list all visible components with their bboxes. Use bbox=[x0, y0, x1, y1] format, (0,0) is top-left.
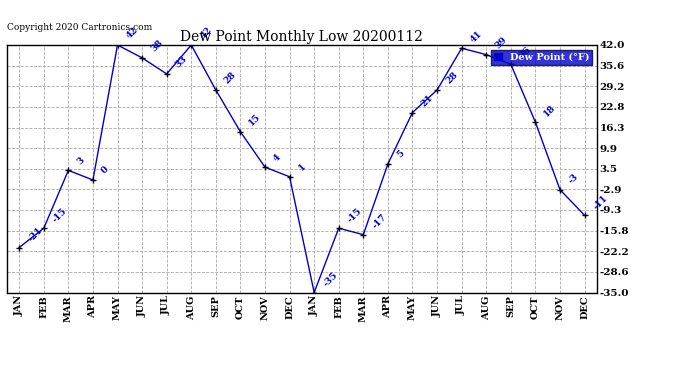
Text: 42: 42 bbox=[124, 26, 139, 41]
Text: Copyright 2020 Cartronics.com: Copyright 2020 Cartronics.com bbox=[7, 22, 152, 32]
Text: 15: 15 bbox=[248, 112, 263, 128]
Text: -11: -11 bbox=[591, 193, 609, 211]
Text: -21: -21 bbox=[26, 225, 44, 243]
Text: 33: 33 bbox=[174, 54, 189, 70]
Text: -35: -35 bbox=[321, 270, 339, 288]
Legend: Dew Point (°F): Dew Point (°F) bbox=[491, 50, 592, 65]
Title: Dew Point Monthly Low 20200112: Dew Point Monthly Low 20200112 bbox=[181, 30, 423, 44]
Text: 4: 4 bbox=[272, 152, 283, 163]
Text: 42: 42 bbox=[198, 26, 213, 41]
Text: 5: 5 bbox=[395, 149, 406, 160]
Text: -15: -15 bbox=[51, 206, 69, 224]
Text: 3: 3 bbox=[75, 155, 86, 166]
Text: 28: 28 bbox=[223, 70, 238, 86]
Text: -15: -15 bbox=[346, 206, 364, 224]
Text: 38: 38 bbox=[149, 38, 164, 54]
Text: 21: 21 bbox=[420, 93, 435, 108]
Text: 41: 41 bbox=[469, 29, 484, 44]
Text: 1: 1 bbox=[297, 162, 308, 172]
Text: 39: 39 bbox=[493, 35, 509, 51]
Text: 36: 36 bbox=[518, 45, 533, 60]
Text: -17: -17 bbox=[371, 213, 388, 231]
Text: 28: 28 bbox=[444, 70, 460, 86]
Text: 0: 0 bbox=[100, 165, 110, 176]
Text: 18: 18 bbox=[542, 103, 558, 118]
Text: -3: -3 bbox=[567, 172, 580, 186]
